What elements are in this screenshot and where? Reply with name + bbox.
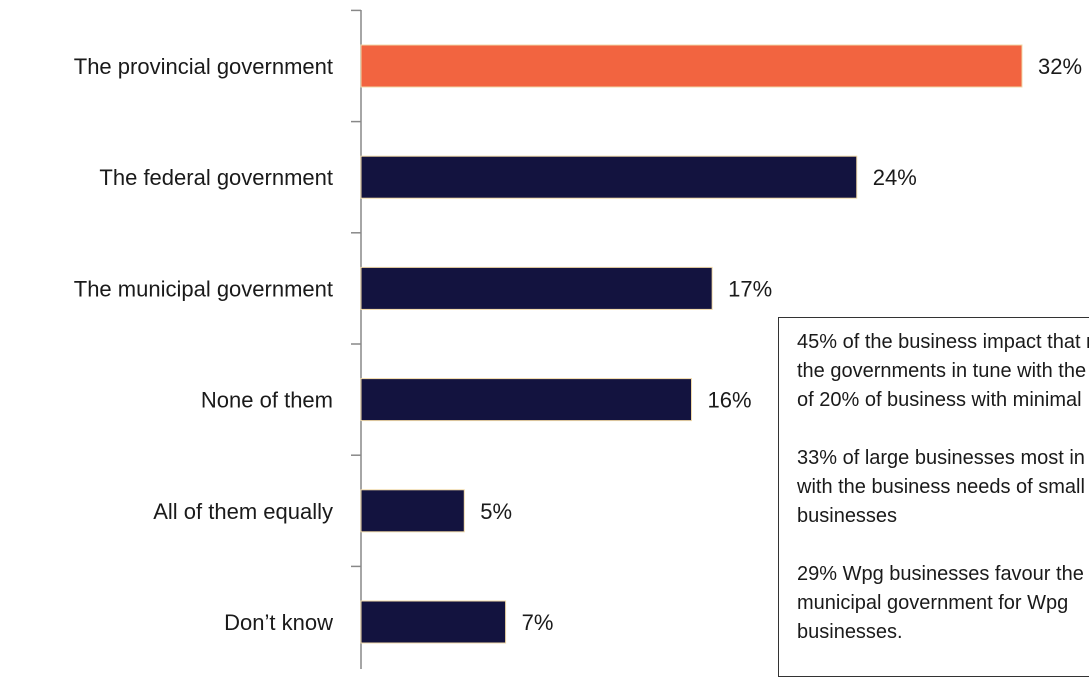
bar [360,378,692,422]
data-label: 7% [522,610,554,635]
annotation-note-2: 33% of large businesses most in tune wit… [797,447,1089,527]
category-label: Don’t know [224,610,333,635]
data-label: 17% [728,276,772,301]
category-label: The municipal government [74,276,333,301]
bar [360,44,1023,88]
bar [360,600,507,644]
annotation-note-1: 45% of the business impact that none of … [797,331,1089,411]
data-label: 5% [480,499,512,524]
annotation-note-3: 29% Wpg businesses favour the municipal … [797,563,1084,643]
category-label: The provincial government [74,54,333,79]
bar [360,155,858,199]
category-label: All of them equally [153,499,333,524]
category-label: None of them [201,388,333,413]
bar [360,266,713,310]
data-label: 32% [1038,54,1082,79]
annotation-box: 45% of the business impact that none of … [778,317,1089,677]
data-label: 24% [873,165,917,190]
category-label: The federal government [99,165,333,190]
bar [360,489,465,533]
data-label: 16% [708,388,752,413]
